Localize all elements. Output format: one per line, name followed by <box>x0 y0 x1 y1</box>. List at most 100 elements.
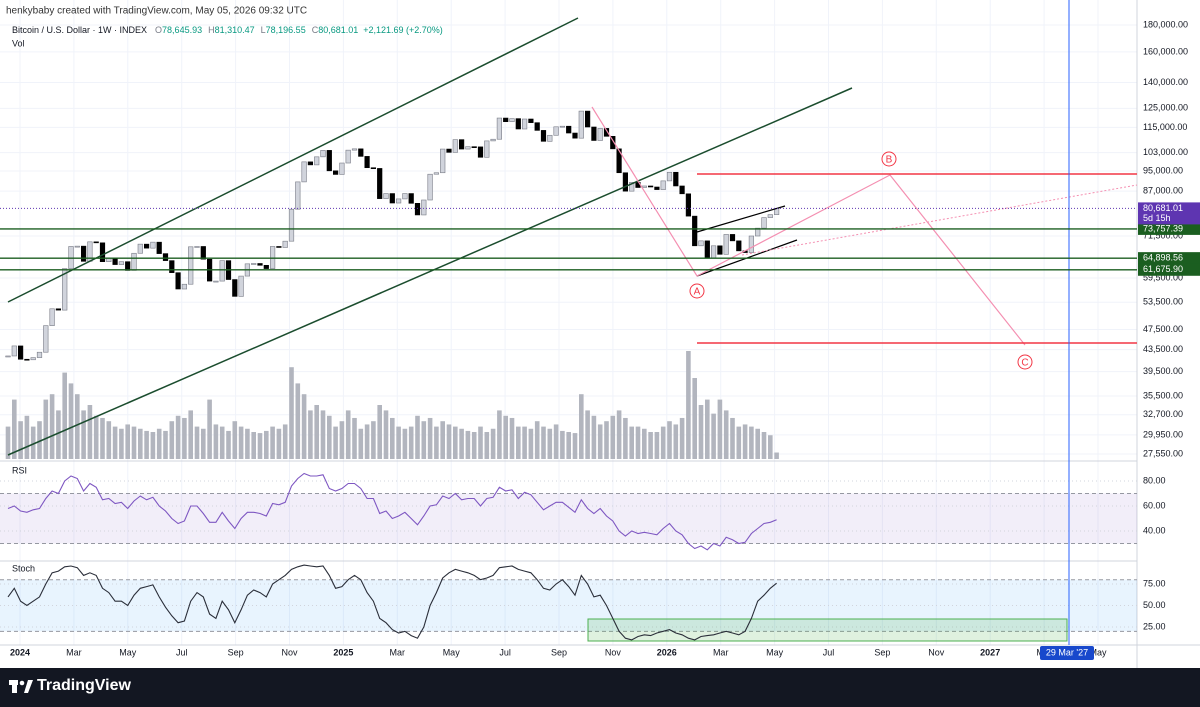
footer <box>0 668 1200 707</box>
volume-bar <box>62 372 67 459</box>
volume-bar <box>408 426 414 459</box>
candle <box>660 180 666 190</box>
candle <box>74 245 80 248</box>
volume-bar <box>106 421 112 459</box>
candle <box>24 358 30 361</box>
volume-bar <box>119 428 124 459</box>
wave-label: A <box>694 287 701 298</box>
candle <box>36 351 43 358</box>
candle <box>358 148 364 157</box>
candle <box>433 172 440 175</box>
volume-bar <box>175 415 181 459</box>
volume-bar <box>112 426 118 459</box>
volume-bar <box>761 432 767 459</box>
candle <box>471 146 477 148</box>
y-tick-label: 60.00 <box>1143 500 1166 510</box>
volume-bar <box>660 426 666 459</box>
level-tag-bg <box>1138 263 1200 276</box>
volume-bar <box>742 424 748 459</box>
volume-bar <box>629 426 634 459</box>
x-tick-label: 2026 <box>657 647 677 657</box>
candle <box>679 185 685 195</box>
x-tick-label: 2027 <box>980 647 1000 657</box>
volume-bar <box>503 415 508 459</box>
candle <box>383 193 389 199</box>
legend-value: 78,196.55 <box>266 25 306 35</box>
candle <box>547 134 553 142</box>
candle <box>553 126 559 136</box>
time-axis: 2024 Mar May Jul Sep Nov 2025 Mar May Jul Sep Nov 20… <box>10 647 1107 657</box>
y-tick-label: 180,000.00 <box>1143 19 1188 29</box>
volume-bar <box>736 426 742 459</box>
volume-bar <box>194 426 200 459</box>
candle <box>81 245 87 262</box>
candle <box>30 357 36 361</box>
channel-line <box>7 17 579 303</box>
candle <box>566 125 572 134</box>
candle <box>458 139 465 150</box>
volume-bar <box>453 426 458 459</box>
volume-bar <box>471 432 477 459</box>
legend-key: O <box>155 25 162 35</box>
volume-bar <box>131 426 137 459</box>
candle <box>616 148 622 174</box>
volume-bar <box>528 428 534 459</box>
x-tick-label: Jul <box>176 647 188 657</box>
candle <box>723 234 729 255</box>
volume-bar <box>421 421 427 459</box>
price-axis: 180,000.00 160,000.00 140,000.00 125,000.00… <box>1143 19 1188 631</box>
candle <box>440 148 446 174</box>
candle <box>162 253 169 261</box>
drawings <box>587 618 1068 642</box>
volume-bar <box>446 424 452 459</box>
candle <box>295 181 301 210</box>
volume-bar <box>264 430 269 459</box>
candle <box>610 136 616 150</box>
volume-bar <box>723 410 729 459</box>
candle <box>698 240 704 247</box>
volume-bar <box>49 394 55 459</box>
candle <box>629 182 635 192</box>
candle <box>307 161 314 166</box>
candle <box>351 148 358 151</box>
volume-bar <box>201 428 206 459</box>
volume-bar <box>37 421 42 459</box>
legend-value: 80,681.01 <box>318 25 358 35</box>
volume-bar <box>30 426 36 459</box>
candle <box>597 128 603 141</box>
volume-bar <box>427 417 433 459</box>
volume-bar <box>597 424 603 459</box>
volume-bar <box>100 417 105 459</box>
bands <box>0 480 1137 632</box>
volume-bar <box>490 428 496 459</box>
level-tag: 64,898.56 <box>1143 253 1183 263</box>
candle <box>729 234 736 242</box>
x-tick-label: Sep <box>551 647 567 657</box>
x-tick-label: Nov <box>928 647 945 657</box>
candle <box>238 275 244 297</box>
volume-bar <box>327 415 332 459</box>
candle <box>414 203 421 216</box>
candle <box>692 215 698 247</box>
candle <box>314 156 320 166</box>
volume-bar <box>604 421 609 459</box>
volume-bar <box>18 421 23 459</box>
y-tick-label: 39,500.00 <box>1143 366 1183 376</box>
candle <box>496 117 503 140</box>
x-tick-label: May <box>766 647 784 657</box>
credit: henkybaby created with TradingView.com, … <box>6 6 307 17</box>
y-tick-label: 35,500.00 <box>1143 390 1183 400</box>
volume-layer <box>5 351 779 459</box>
volume-bar <box>125 424 130 459</box>
logo-part <box>12 685 17 693</box>
volume-bar <box>163 430 168 459</box>
legend-key: L <box>261 25 266 35</box>
volume-bar <box>534 421 540 459</box>
candle <box>515 118 521 130</box>
candle <box>584 110 591 128</box>
x-tick-label: Jul <box>499 647 511 657</box>
wave-circle <box>689 283 705 299</box>
